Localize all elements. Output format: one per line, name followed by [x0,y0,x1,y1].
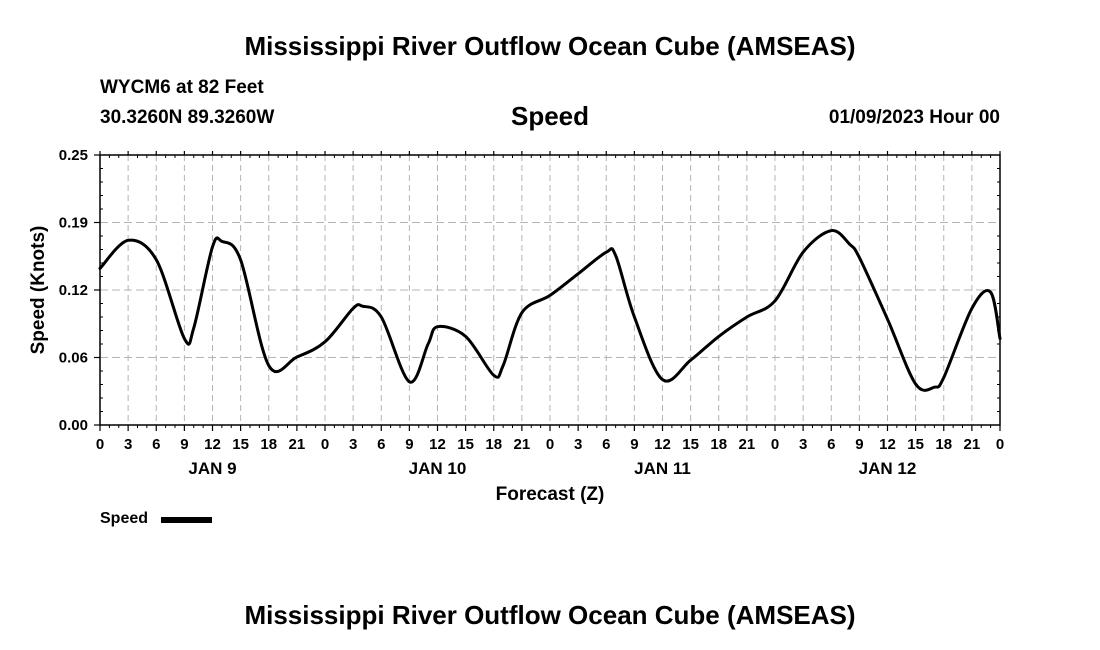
variable-heading: Speed [510,101,590,131]
day-label: JAN 11 [634,459,691,478]
x-tick-label: 21 [739,436,756,453]
day-labels: JAN 9 JAN 10 JAN 11 JAN 12 [188,459,916,478]
grid-lines [100,155,1000,425]
x-tick-label: 3 [799,436,807,453]
x-tick-label: 15 [907,436,924,453]
day-label: JAN 12 [859,459,917,478]
x-tick-label: 0 [996,436,1004,453]
x-tick-label: 15 [457,436,474,453]
x-tick-label: 9 [405,436,413,453]
x-tick-label: 15 [232,436,249,453]
y-tick-label: 0.19 [59,215,88,232]
day-label: JAN 10 [409,459,467,478]
station-position: 30.3260N 89.3260W [100,107,275,128]
y-axis-title: Speed (Knots) [28,226,49,355]
y-tick-label: 0.06 [59,350,88,367]
day-label: JAN 9 [188,459,236,478]
y-tick-label: 0.00 [59,417,88,434]
chart-title: Mississippi River Outflow Ocean Cube (AM… [244,31,856,61]
x-tick-label: 0 [96,436,104,453]
x-tick-label: 18 [485,436,502,453]
x-tick-label: 15 [682,436,699,453]
x-tick-label: 12 [879,436,896,453]
x-tick-label: 6 [602,436,610,453]
x-tick-label: 0 [546,436,554,453]
legend-swatch [161,517,212,523]
x-tick-label: 12 [429,436,446,453]
y-tick-label: 0.25 [59,147,88,164]
x-axis-title: Forecast (Z) [496,484,605,505]
x-tick-label: 3 [349,436,357,453]
x-tick-label: 21 [964,436,981,453]
x-tick-label: 3 [124,436,132,453]
x-tick-label: 18 [260,436,277,453]
x-tick-label: 9 [630,436,638,453]
x-tick-label: 12 [654,436,671,453]
x-tick-label: 6 [827,436,835,453]
station-label: WYCM6 at 82 Feet [100,77,264,98]
x-tick-label: 9 [855,436,863,453]
x-tick-label: 6 [152,436,160,453]
x-tick-label: 21 [289,436,306,453]
x-tick-label: 3 [574,436,582,453]
x-tick-label: 0 [771,436,779,453]
speed-series-line [98,229,1002,392]
footer-title: Mississippi River Outflow Ocean Cube (AM… [244,600,856,630]
x-tick-label: 21 [514,436,531,453]
legend-label: Speed [100,510,149,527]
x-tick-label: 9 [180,436,188,453]
x-tick-label: 18 [710,436,727,453]
x-tick-label: 18 [935,436,952,453]
y-tick-label: 0.12 [59,282,88,299]
y-axis: 0.00 0.06 0.12 0.19 0.25 [59,147,100,434]
x-tick-label: 0 [321,436,329,453]
forecast-datetime: 01/09/2023 Hour 00 [828,107,1000,128]
x-tick-label: 6 [377,436,385,453]
x-tick-label: 12 [204,436,221,453]
x-axis: 0 3 6 9 12 15 18 21 0 3 6 9 12 15 18 21 0 3 6 9 12 15 18 21 0 3 6 9… [96,151,1004,453]
